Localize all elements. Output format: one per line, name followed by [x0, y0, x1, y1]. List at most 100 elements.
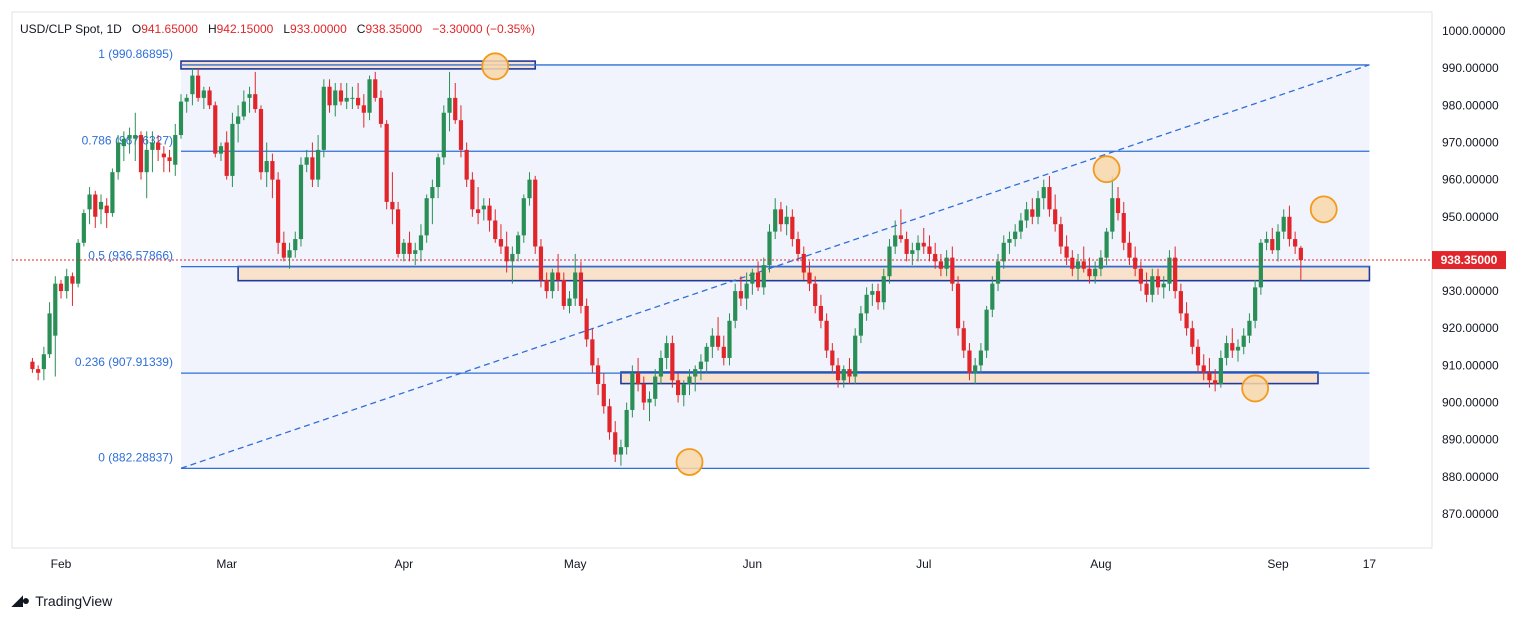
candle-body — [904, 239, 909, 254]
candle-body — [927, 246, 932, 254]
x-tick-label: Jul — [916, 557, 931, 571]
candle-body — [835, 365, 841, 381]
highlight-circle — [1092, 155, 1121, 184]
fib-level-label: 1 (990.86895) — [98, 47, 173, 61]
candle-body — [424, 198, 429, 236]
candle-body — [761, 265, 766, 288]
change-value: −3.30000 (−0.35%) — [432, 22, 535, 36]
candle-body — [236, 116, 241, 124]
candle-body — [121, 138, 126, 147]
candle-body — [578, 272, 584, 306]
candle-body — [824, 320, 829, 351]
candle-body — [693, 369, 698, 377]
candle-body — [1144, 283, 1149, 295]
candle-body — [1053, 209, 1058, 225]
candle-body — [1155, 276, 1161, 288]
candle-body — [613, 432, 618, 455]
candle-body — [504, 246, 509, 262]
candle-body — [470, 179, 475, 210]
candle-body — [1035, 198, 1041, 217]
y-tick-label: 920.00000 — [1442, 321, 1499, 335]
candle-body — [156, 142, 161, 150]
tradingview-mark-icon: ◢● — [12, 592, 30, 608]
candle-body — [213, 105, 218, 154]
candle-body — [338, 90, 344, 102]
y-tick-label: 1000.00000 — [1442, 24, 1506, 38]
candle-body — [653, 376, 658, 399]
candle-body — [618, 447, 624, 455]
candle-body — [481, 205, 486, 210]
highlight-circle — [1241, 374, 1270, 403]
candle-body — [910, 250, 915, 254]
candle-body — [173, 135, 178, 165]
candle-body — [475, 209, 481, 214]
candle-body — [64, 276, 69, 292]
candle-body — [801, 253, 806, 273]
candle-body — [1241, 335, 1246, 347]
candle-body — [1058, 224, 1063, 247]
candle-body — [344, 97, 349, 102]
candle-body — [281, 242, 286, 258]
y-tick-label: 970.00000 — [1442, 135, 1499, 149]
candle-body — [544, 279, 549, 292]
candle-body — [784, 216, 789, 225]
candle-body — [1253, 287, 1258, 321]
candle-body — [144, 149, 149, 173]
candle-body — [567, 298, 572, 306]
candle-body — [184, 97, 189, 102]
candle-body — [161, 153, 166, 158]
candle-body — [635, 372, 641, 384]
candle-body — [53, 283, 58, 336]
highlight-circle — [675, 448, 704, 476]
candle-body — [47, 313, 52, 355]
candle-body — [881, 276, 886, 303]
candle-body — [1087, 268, 1092, 277]
symbol-title: USD/CLP Spot, 1D — [20, 22, 122, 36]
candle-body — [316, 149, 321, 180]
candle-body — [607, 406, 612, 433]
candle-body — [933, 253, 938, 262]
x-tick-label: Aug — [1090, 557, 1111, 571]
candle-body — [887, 246, 892, 277]
candle-body — [310, 157, 315, 180]
candle-body — [670, 343, 675, 381]
candle-body — [178, 101, 184, 136]
candle-body — [573, 272, 578, 299]
low-label: L — [283, 22, 291, 36]
candle-body — [487, 205, 492, 221]
candle-body — [1235, 346, 1241, 351]
candle-body — [875, 291, 881, 303]
candle-body — [1081, 261, 1086, 269]
candle-body — [321, 86, 326, 150]
candle-body — [1070, 257, 1075, 269]
candle-body — [373, 79, 378, 98]
candle-body — [744, 283, 749, 299]
candle-body — [293, 239, 298, 251]
y-tick-label: 980.00000 — [1442, 98, 1499, 112]
candle-body — [1173, 257, 1178, 292]
candle-body — [127, 135, 132, 139]
candle-body — [1030, 209, 1035, 217]
candle-body — [150, 142, 155, 150]
y-tick-label: 870.00000 — [1442, 507, 1499, 521]
candle-body — [515, 235, 521, 254]
candle-body — [1298, 247, 1303, 261]
candle-body — [1293, 239, 1298, 247]
candle-body — [1184, 313, 1189, 329]
y-tick-label: 890.00000 — [1442, 433, 1499, 447]
candle-body — [807, 272, 812, 284]
candle-body — [413, 250, 418, 254]
x-tick-label: Jun — [743, 557, 762, 571]
candle-body — [1161, 283, 1166, 288]
candle-body — [601, 383, 606, 407]
tradingview-logo[interactable]: ◢● TradingView — [12, 592, 112, 609]
candle-body — [1230, 343, 1235, 351]
candle-body — [1075, 261, 1081, 269]
candle-body — [813, 283, 818, 306]
candle-body — [498, 239, 504, 247]
x-tick-label: 17 — [1363, 557, 1377, 571]
candle-body — [721, 346, 726, 358]
candle-body — [447, 97, 452, 113]
